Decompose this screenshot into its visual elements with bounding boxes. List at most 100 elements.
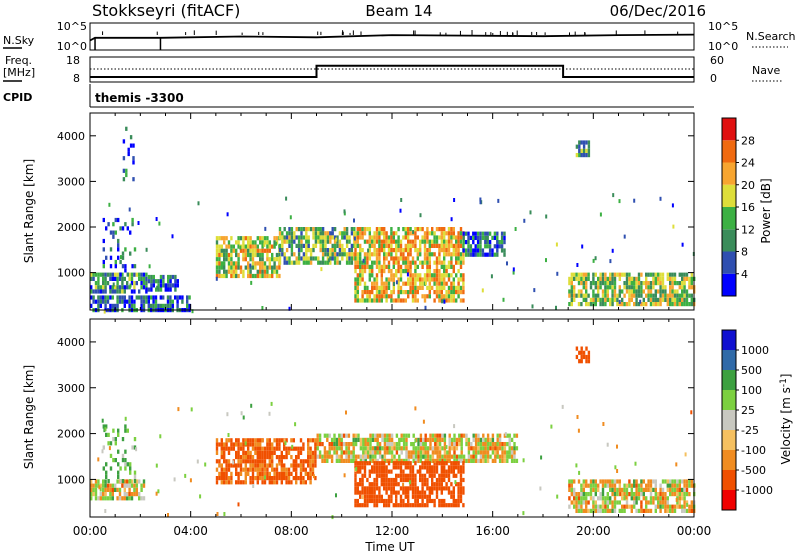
velocity-cell-1382 — [597, 483, 600, 488]
velocity-cell-1200 — [428, 498, 431, 504]
power-cell-1495 — [597, 276, 600, 281]
velocity-cell-1322 — [573, 492, 576, 497]
velocity-cell-140 — [215, 459, 219, 464]
nsky-strip-frame — [89, 22, 695, 51]
velocity-cell-403 — [292, 438, 295, 443]
velocity-cell-1542 — [661, 487, 665, 492]
velocity-cell-36 — [111, 483, 114, 488]
velocity-cell-759 — [438, 450, 442, 455]
velocity-cell-133 — [133, 470, 137, 475]
velocity-cell-141 — [215, 467, 219, 472]
power-cell-198 — [215, 265, 219, 270]
power-cell-1719 — [681, 289, 684, 294]
power-cell-1443 — [573, 293, 576, 298]
power-cell-1187 — [457, 269, 460, 274]
power-cell-1259 — [479, 252, 482, 257]
velocity-scatter-83 — [561, 404, 564, 409]
power-cell-193 — [215, 244, 219, 249]
velocity-cell-215 — [239, 446, 243, 451]
velocity-cell-1215 — [433, 498, 436, 504]
power-cell-6 — [92, 289, 95, 294]
velocity-cell-1613 — [688, 483, 691, 488]
velocity-cell-1114 — [404, 486, 407, 491]
power-cell-1557 — [618, 293, 621, 298]
power-cell-597 — [348, 260, 351, 265]
power-cell-427 — [288, 239, 291, 244]
power-cell-700 — [368, 264, 371, 269]
velocity-cell-682 — [407, 433, 411, 438]
power-cell-600 — [350, 243, 354, 248]
velocity-cell-1201 — [431, 465, 434, 470]
velocity-cell-839 — [474, 450, 478, 455]
power-cell-291 — [247, 244, 250, 249]
power-heatmap-cells — [90, 126, 696, 314]
power-cell-692 — [368, 227, 371, 232]
power-cell-501 — [314, 243, 318, 248]
power-scatter-15 — [249, 263, 252, 268]
power-cell-359 — [266, 252, 269, 258]
velocity-cell-298 — [261, 450, 264, 455]
velocity-cell-1538 — [659, 500, 662, 505]
power-cell-237 — [227, 261, 231, 266]
power-cell-1046 — [433, 273, 436, 278]
power-cell-1148 — [450, 273, 453, 278]
velocity-cell-379 — [283, 463, 286, 468]
power-cell-136 — [102, 264, 105, 269]
velocity-cell-999 — [371, 490, 374, 495]
power-scatter-13 — [631, 276, 634, 281]
velocity-cell-845 — [477, 446, 480, 451]
velocity-cell-619 — [378, 454, 382, 459]
power-cell-619 — [354, 260, 357, 265]
power-scatter-53 — [659, 196, 662, 201]
power-cell-100 — [152, 279, 155, 284]
power-cell-984 — [421, 264, 424, 269]
velocity-cell-248 — [249, 438, 252, 443]
velocity-cell-1124 — [407, 494, 410, 499]
power-cell-1231 — [467, 244, 470, 249]
velocity-cell-546 — [347, 450, 351, 455]
velocity-cell-463 — [311, 455, 315, 460]
velocity-cell-1482 — [635, 500, 638, 505]
velocity-cell-386 — [285, 455, 288, 460]
velocity-cell-986 — [366, 503, 369, 508]
velocity-scatter-81 — [291, 444, 294, 449]
power-cell-343 — [261, 257, 264, 262]
velocity-cell-1609 — [685, 492, 689, 497]
power-cell-1507 — [601, 272, 605, 277]
power-cell-506 — [317, 239, 320, 244]
power-cell-532 — [326, 231, 330, 236]
velocity-cell-1021 — [375, 503, 379, 508]
power-cell-1639 — [652, 281, 655, 286]
power-cell-1547 — [613, 293, 617, 298]
velocity-cell-110 — [117, 470, 120, 475]
power-cell-1221 — [462, 235, 465, 240]
velocity-cell-42 — [116, 479, 119, 484]
velocity-cell-322 — [266, 471, 269, 476]
power-cell-315 — [254, 240, 257, 245]
velocity-cell-1602 — [683, 496, 686, 501]
velocity-cell-645 — [390, 437, 394, 442]
velocity-cell-371 — [280, 467, 283, 472]
power-cell-468 — [302, 256, 306, 261]
freq-line — [90, 64, 694, 78]
power-cell-436 — [290, 248, 294, 253]
velocity-cell-265 — [251, 476, 255, 481]
power-cell-384 — [275, 236, 279, 241]
power-cell-961 — [416, 248, 419, 253]
velocity-cell-570 — [359, 446, 363, 451]
power-cell-1328 — [109, 303, 112, 308]
velocity-cell-270 — [254, 450, 257, 455]
velocity-scatter-85 — [602, 422, 605, 426]
power-cell-1084 — [440, 243, 443, 248]
velocity-cell-418 — [297, 450, 300, 455]
power-cell-1070 — [438, 256, 441, 261]
power-cell-1535 — [611, 276, 614, 281]
velocity-cell-755 — [438, 433, 442, 438]
velocity-cell-218 — [239, 463, 243, 468]
velocity-cell-547 — [347, 454, 351, 459]
velocity-cell-377 — [283, 446, 286, 451]
power-cell-744 — [375, 290, 379, 295]
power-cell-1569 — [625, 276, 629, 281]
velocity-scatter-22 — [675, 462, 678, 467]
power-cell-1641 — [652, 293, 655, 298]
